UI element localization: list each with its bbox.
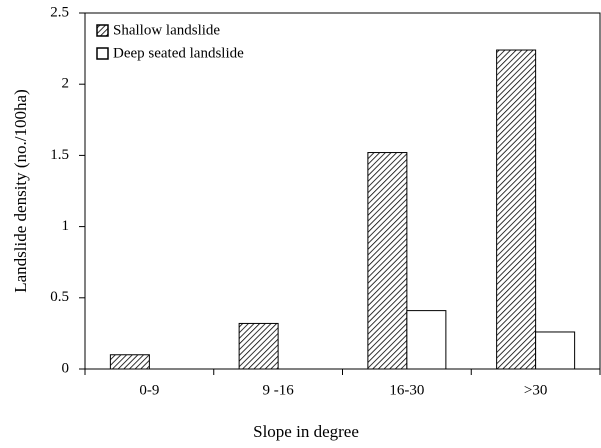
bar bbox=[535, 331, 576, 370]
y-tick-label: 2 bbox=[62, 76, 70, 92]
bar bbox=[406, 310, 447, 370]
y-tick-label: 0 bbox=[62, 360, 70, 376]
x-tick-label: 0-9 bbox=[139, 382, 159, 398]
legend-label: Deep seated landslide bbox=[113, 45, 244, 61]
x-axis-label: Slope in degree bbox=[253, 422, 359, 441]
y-axis-label: Landslide density (no./100ha) bbox=[11, 89, 30, 293]
x-tick-label: >30 bbox=[524, 382, 547, 398]
plot-frame bbox=[84, 12, 601, 370]
bar bbox=[367, 152, 408, 370]
bar bbox=[496, 49, 537, 370]
y-tick-label: 0.5 bbox=[50, 289, 69, 305]
x-tick-label: 16-30 bbox=[389, 382, 424, 398]
legend-swatch bbox=[96, 47, 109, 60]
x-tick-label: 9 -16 bbox=[263, 382, 295, 398]
legend-label: Shallow landslide bbox=[113, 22, 220, 38]
bar bbox=[238, 322, 279, 370]
legend-swatch bbox=[96, 24, 109, 37]
y-tick-label: 1 bbox=[62, 218, 70, 234]
y-tick-label: 1.5 bbox=[50, 147, 69, 163]
bar bbox=[109, 354, 150, 370]
y-tick-label: 2.5 bbox=[50, 4, 69, 20]
